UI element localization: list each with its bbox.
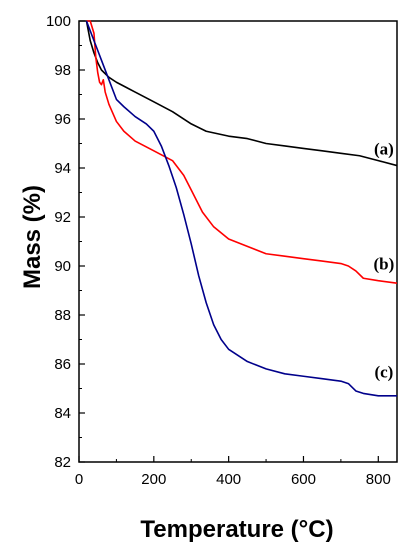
x-axis-title: Temperature (°C)	[140, 516, 333, 543]
series-line-2	[86, 20, 398, 284]
y-tick-label: 90	[54, 258, 71, 275]
series-label-3: (c)	[374, 362, 393, 381]
x-tick-label: 600	[291, 471, 316, 488]
y-tick-label: 84	[54, 405, 71, 422]
y-axis-title: Mass (%)	[19, 185, 46, 289]
series-layer	[85, 20, 398, 397]
y-tick-label: 88	[54, 307, 71, 324]
ticks-layer: 0 200 400 600 800 82 84 86 88 90 92 94 96 98 100	[46, 13, 391, 488]
series-line-1	[85, 20, 398, 167]
y-tick-label: 94	[54, 160, 71, 177]
y-tick-label: 96	[54, 111, 71, 128]
series-line-3	[85, 20, 397, 397]
y-tick-label: 86	[54, 356, 71, 373]
series-label-1: (a)	[374, 139, 394, 158]
x-tick-label: 0	[75, 471, 83, 488]
annotation-layer: (a) (b) (c)	[374, 139, 395, 381]
series-label-2: (b)	[374, 255, 395, 274]
y-tick-label: 92	[54, 209, 71, 226]
y-tick-label: 100	[46, 13, 71, 30]
x-tick-label: 400	[216, 471, 241, 488]
x-tick-label: 200	[141, 471, 166, 488]
y-tick-label: 82	[54, 454, 71, 471]
y-tick-label: 98	[54, 62, 71, 79]
x-tick-label: 800	[366, 471, 391, 488]
